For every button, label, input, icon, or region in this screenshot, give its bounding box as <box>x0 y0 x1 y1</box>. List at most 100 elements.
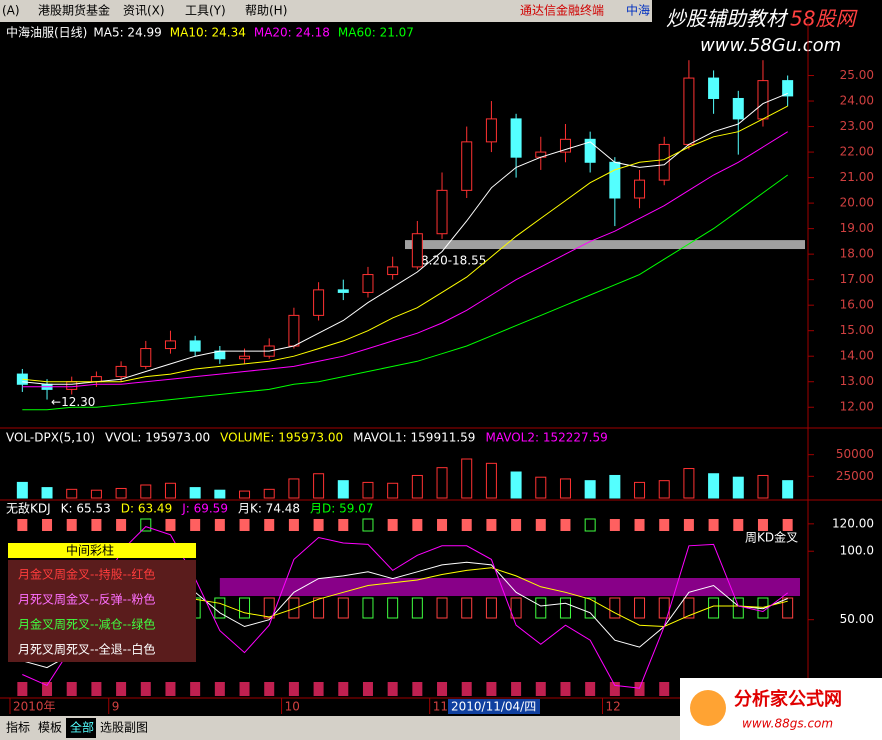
y-tick-label: 20.00 <box>840 196 874 210</box>
signal-bar <box>609 682 620 696</box>
signal-block <box>165 519 176 531</box>
signal-block <box>17 519 28 531</box>
menu-item[interactable]: 帮助(H) <box>245 4 287 18</box>
signal-bar <box>264 682 275 696</box>
indicator-label: J: 69.59 <box>181 502 228 516</box>
menu-item[interactable]: 港股期货基金 <box>38 3 110 18</box>
signal-bar <box>42 682 53 696</box>
signal-block <box>683 519 694 531</box>
signal-bar <box>585 682 596 696</box>
y-tick-label: 23.00 <box>840 119 874 133</box>
tab[interactable]: 模板 <box>38 721 62 735</box>
signal-bar <box>511 682 522 696</box>
volume-bar <box>609 474 621 499</box>
cursor-bg <box>448 699 540 714</box>
volume-bar <box>66 488 78 499</box>
ma-label: MA10: 24.34 <box>170 26 246 40</box>
y-tick-label: 50000 <box>836 447 874 461</box>
candle-body <box>584 138 596 163</box>
logo-icon <box>690 690 726 726</box>
column-bar <box>387 597 399 619</box>
signal-block <box>412 519 423 531</box>
indicator-label: 无敌KDJ <box>6 501 51 516</box>
volume-bar <box>214 489 226 499</box>
signal-block <box>634 519 645 531</box>
color-band <box>219 578 800 596</box>
candle-body <box>239 355 251 360</box>
volume-bar <box>782 480 794 499</box>
candle-body <box>485 118 497 143</box>
signal-block <box>437 519 448 531</box>
candle-body <box>609 161 621 199</box>
volume-bar <box>510 471 522 499</box>
tab[interactable]: 指标 <box>6 720 30 735</box>
cursor-label: 2010/11/04/四 <box>451 700 536 714</box>
indicator-label: K: 65.53 <box>61 502 111 516</box>
candle-body <box>115 365 127 378</box>
signal-bar <box>437 682 448 696</box>
column-bar <box>683 597 695 619</box>
indicator-label: VOL-DPX(5,10) <box>6 431 95 445</box>
signal-bar <box>461 682 472 696</box>
candle-body <box>559 138 571 153</box>
signal-bar <box>387 682 398 696</box>
signal-block <box>486 519 497 531</box>
ma-label: MA20: 24.18 <box>254 26 330 40</box>
signal-bar <box>659 682 670 696</box>
y-tick-label: 25000 <box>836 469 874 483</box>
menu-shortcut[interactable]: (A) <box>2 4 20 18</box>
y-tick-label: 15.00 <box>840 323 874 337</box>
signal-block <box>511 519 522 531</box>
candle-body <box>66 381 78 390</box>
volume-bar <box>41 487 53 499</box>
tab-active-bg <box>66 718 96 738</box>
volume-bar <box>411 474 423 499</box>
signal-block <box>288 519 299 531</box>
column-bar <box>337 597 349 619</box>
volume-bar <box>362 481 374 499</box>
legend-item: 月死叉周死叉--全退--白色 <box>18 642 155 657</box>
candle-body <box>288 314 300 347</box>
candle-body <box>362 274 374 293</box>
volume-bar <box>485 462 497 499</box>
signal-block <box>116 519 127 531</box>
column-bar <box>461 597 473 619</box>
signal-block <box>387 519 398 531</box>
signal-bar <box>66 682 77 696</box>
indicator-label: 月D: 59.07 <box>310 502 373 516</box>
candle-body <box>658 143 670 181</box>
candle-body <box>436 189 448 235</box>
y-tick-label: 24.00 <box>840 94 874 108</box>
logo: 分析家公式网 <box>734 688 842 710</box>
signal-bar <box>560 682 571 696</box>
tab[interactable]: 全部 <box>70 720 94 735</box>
signal-bar <box>535 682 546 696</box>
volume-bar <box>683 468 695 499</box>
tab[interactable]: 选股副图 <box>100 721 148 735</box>
signal-block <box>708 519 719 531</box>
menu-item[interactable]: 资讯(X) <box>123 4 165 18</box>
volume-bar <box>708 473 720 499</box>
signal-bar <box>140 682 151 696</box>
indicator-label: MAVOL1: 159911.59 <box>353 431 475 445</box>
signal-bar <box>239 682 250 696</box>
y-tick-label: 120.00 <box>832 516 874 530</box>
signal-bar <box>486 682 497 696</box>
menu-item[interactable]: 工具(Y) <box>185 4 226 18</box>
column-bar <box>510 597 522 619</box>
brand: 通达信金融终端 <box>520 3 604 18</box>
volume-bar <box>313 473 325 499</box>
column-bar <box>559 597 571 619</box>
column-bar <box>658 597 670 619</box>
signal-block <box>264 519 275 531</box>
signal-bar <box>412 682 423 696</box>
ma-label: MA60: 21.07 <box>338 26 414 40</box>
y-tick-label: 12.00 <box>840 400 874 414</box>
signal-block <box>560 519 571 531</box>
signal-block <box>338 519 349 531</box>
signal-bar <box>165 682 176 696</box>
legend-item: 月金叉周金叉--持股--红色 <box>18 567 155 582</box>
signal-block <box>313 519 324 531</box>
kdj-line <box>22 526 789 689</box>
